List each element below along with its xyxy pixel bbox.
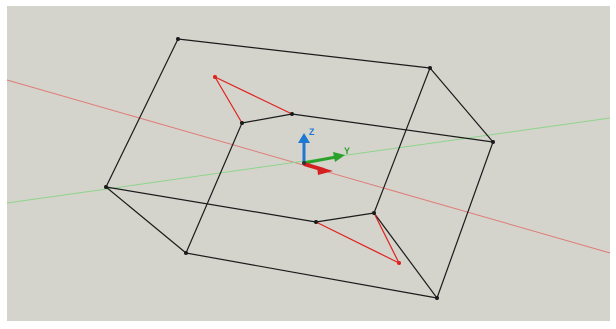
edge-top-back[interactable]: [177, 38, 431, 69]
vertex[interactable]: [104, 185, 108, 189]
ucs-y-label: Y: [344, 146, 350, 156]
vertex-highlight[interactable]: [397, 261, 401, 265]
vertex[interactable]: [290, 112, 294, 116]
edge-lower-left[interactable]: [105, 186, 187, 254]
edge-right-vertical[interactable]: [436, 141, 494, 299]
ucs-x-arrowhead-icon: [317, 166, 333, 175]
edge-top-right[interactable]: [429, 67, 494, 143]
ucs-z-arrowhead-icon: [298, 133, 310, 143]
bottom-border: [0, 321, 616, 329]
vertex[interactable]: [314, 220, 318, 224]
edge-inner-right-down[interactable]: [373, 212, 438, 299]
vertex[interactable]: [491, 140, 495, 144]
left-border: [0, 0, 7, 329]
highlight-edge-lower-b[interactable]: [315, 221, 400, 264]
vertex[interactable]: [435, 296, 439, 300]
edge-inner-left-vertical[interactable]: [185, 122, 243, 254]
highlight-edge-lower-a[interactable]: [373, 212, 400, 264]
vertex[interactable]: [240, 121, 244, 125]
edge-mid-lower[interactable]: [105, 186, 317, 223]
vertex[interactable]: [184, 251, 188, 255]
ucs-y-arrowhead-icon: [333, 152, 345, 162]
highlight-edge-upper-b[interactable]: [214, 76, 293, 115]
edge-mid-lower-right[interactable]: [315, 212, 375, 223]
right-border: [610, 0, 616, 329]
vertex[interactable]: [372, 211, 376, 215]
top-border: [0, 0, 616, 6]
ucs-icon[interactable]: Z Y: [298, 127, 350, 175]
ucs-y-axis: [303, 155, 337, 165]
ucs-origin: [302, 161, 306, 165]
edge-top-left[interactable]: [105, 38, 179, 188]
vertex[interactable]: [176, 37, 180, 41]
edge-inner-right-vertical[interactable]: [373, 67, 431, 214]
vertex[interactable]: [428, 66, 432, 70]
ucs-z-label: Z: [309, 127, 315, 137]
vertex-highlight[interactable]: [213, 75, 217, 79]
edge-mid-upper-left[interactable]: [241, 113, 293, 124]
edge-mid-upper[interactable]: [291, 113, 494, 143]
highlight-edge-upper-a[interactable]: [214, 76, 243, 124]
edge-bottom-front[interactable]: [185, 252, 438, 299]
